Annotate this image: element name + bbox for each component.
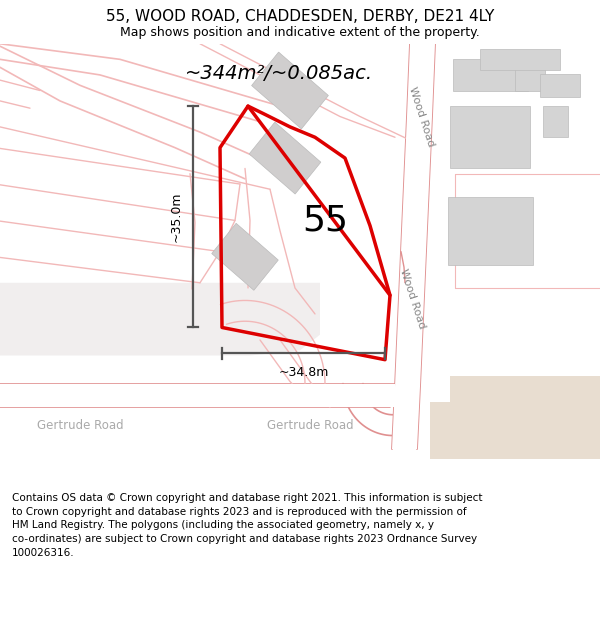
Polygon shape bbox=[515, 59, 545, 91]
Text: Contains OS data © Crown copyright and database right 2021. This information is : Contains OS data © Crown copyright and d… bbox=[12, 493, 482, 558]
Text: Wood Road: Wood Road bbox=[398, 267, 427, 329]
Polygon shape bbox=[251, 52, 328, 129]
Text: Wood Road: Wood Road bbox=[407, 85, 436, 148]
Text: 55, WOOD ROAD, CHADDESDEN, DERBY, DE21 4LY: 55, WOOD ROAD, CHADDESDEN, DERBY, DE21 4… bbox=[106, 9, 494, 24]
Polygon shape bbox=[212, 223, 278, 290]
Polygon shape bbox=[452, 59, 527, 91]
Polygon shape bbox=[542, 106, 568, 138]
Polygon shape bbox=[448, 197, 533, 264]
Polygon shape bbox=[430, 402, 600, 459]
Polygon shape bbox=[480, 49, 560, 70]
Text: ~35.0m: ~35.0m bbox=[170, 191, 183, 242]
Polygon shape bbox=[540, 74, 580, 97]
Polygon shape bbox=[392, 44, 435, 449]
Text: 55: 55 bbox=[302, 203, 348, 238]
Polygon shape bbox=[0, 384, 395, 408]
Polygon shape bbox=[450, 376, 600, 402]
Polygon shape bbox=[0, 282, 320, 356]
Text: ~34.8m: ~34.8m bbox=[278, 366, 329, 379]
Polygon shape bbox=[249, 122, 321, 194]
Text: Gertrude Road: Gertrude Road bbox=[266, 419, 353, 432]
Text: Map shows position and indicative extent of the property.: Map shows position and indicative extent… bbox=[120, 26, 480, 39]
Text: ~344m²/~0.085ac.: ~344m²/~0.085ac. bbox=[185, 64, 373, 83]
Polygon shape bbox=[450, 106, 530, 169]
Text: Gertrude Road: Gertrude Road bbox=[37, 419, 124, 432]
